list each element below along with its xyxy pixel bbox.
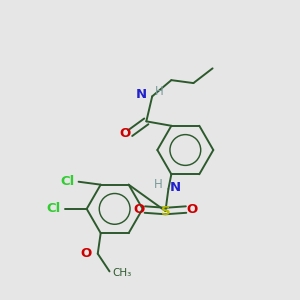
Text: Cl: Cl (47, 202, 61, 215)
Text: O: O (133, 203, 145, 216)
Text: O: O (119, 127, 130, 140)
Text: H: H (154, 178, 163, 191)
Text: H: H (154, 85, 163, 98)
Text: N: N (170, 181, 181, 194)
Text: O: O (81, 247, 92, 260)
Text: Cl: Cl (61, 175, 75, 188)
Text: N: N (136, 88, 147, 101)
Text: O: O (186, 203, 198, 216)
Text: S: S (160, 205, 170, 218)
Text: CH₃: CH₃ (112, 268, 132, 278)
